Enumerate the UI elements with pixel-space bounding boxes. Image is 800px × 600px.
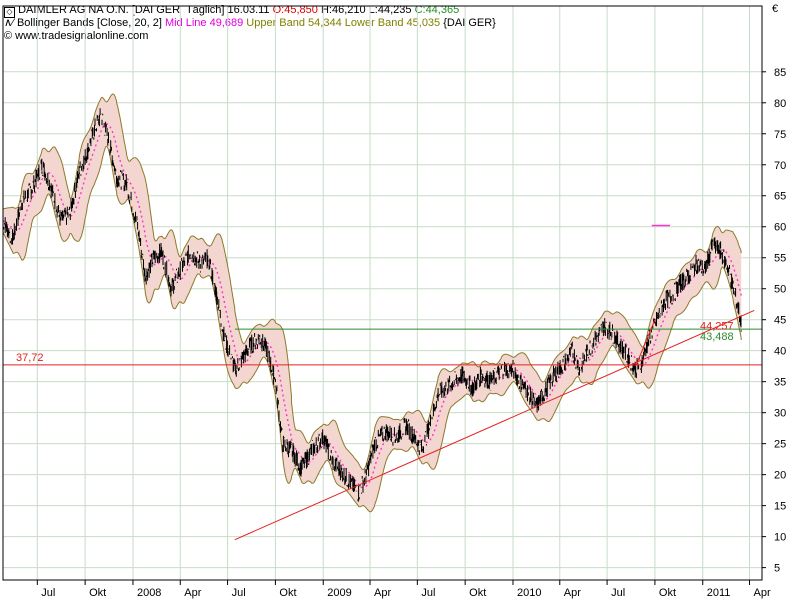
y-tick-label: 10 — [774, 532, 786, 544]
y-tick-label: 25 — [774, 439, 786, 451]
y-tick-label: 65 — [774, 191, 786, 203]
y-tick-label: 50 — [774, 284, 786, 296]
quote-close: C:44,365 — [414, 4, 460, 16]
trend-line[interactable] — [234, 309, 755, 541]
quote-low: L:44,235 — [368, 4, 412, 16]
chart-header-line1: ◇ DAIMLER AG NA O.N. [DAI GER Täglich] 1… — [4, 4, 459, 18]
plot-frame — [2, 5, 763, 581]
y-tick-label: 70 — [774, 160, 786, 172]
chart-header-line2: ∧∕ Bollinger Bands [Close, 20, 2] Mid Li… — [4, 17, 496, 30]
x-tick-label: Jul — [41, 587, 55, 599]
y-tick-label: 20 — [774, 470, 786, 482]
y-tick-label: 45 — [774, 315, 786, 327]
x-tick-label: 2009 — [327, 587, 351, 599]
indicator-icon[interactable]: ∧∕ — [4, 17, 14, 29]
support-line-37-72-label: 37,72 — [16, 352, 44, 364]
trend-line[interactable] — [635, 319, 656, 367]
x-tick-label: 2008 — [137, 587, 161, 599]
x-tick-label: Okt — [469, 587, 486, 599]
x-tick-label: Okt — [279, 587, 296, 599]
lower-band-line — [2, 145, 742, 513]
y-tick-label: 60 — [774, 222, 786, 234]
last-value-label: 44,257 — [700, 320, 734, 332]
x-tick-label: Apr — [564, 587, 581, 599]
x-tick-label: Jul — [611, 587, 625, 599]
y-tick-label: 30 — [774, 408, 786, 420]
x-tick-label: 2010 — [517, 587, 541, 599]
upper-band-value: Upper Band 54,344 — [246, 17, 342, 29]
y-tick-label: 80 — [774, 98, 786, 110]
y-tick-label: 15 — [774, 501, 786, 513]
horizontal-line-43-488-label: 43,488 — [700, 331, 734, 343]
source-label: www.tradesignalonline.com — [15, 30, 149, 42]
lower-band-value: Lower Band 45,035 — [344, 17, 441, 29]
quote-high: H:46,210 — [320, 4, 366, 16]
y-tick-label: 85 — [774, 67, 786, 79]
mid-line-value: Mid Line 49,689 — [164, 17, 244, 29]
quote-open: O:45,850 — [272, 4, 318, 16]
upper-band-line — [2, 93, 742, 471]
y-tick-label: 5 — [774, 563, 780, 575]
symbol-label: DAIMLER AG NA O.N. [DAI GER Täglich] — [18, 4, 225, 16]
indicator-suffix: {DAI GER} — [443, 17, 496, 29]
currency-label: € — [772, 3, 779, 15]
indicator-label: Bollinger Bands [Close, 20, 2] — [16, 17, 162, 29]
copyright-icon: © — [4, 30, 13, 42]
quote-date: 16.03.11 — [227, 4, 270, 16]
x-tick-label: Jul — [232, 587, 246, 599]
x-tick-label: Jul — [421, 587, 435, 599]
y-tick-label: 75 — [774, 129, 786, 141]
x-tick-label: Okt — [89, 587, 106, 599]
x-tick-label: Okt — [659, 587, 676, 599]
y-tick-label: 35 — [774, 377, 786, 389]
chart-type-icon[interactable]: ◇ — [4, 7, 15, 18]
chart-header-line3: © www.tradesignalonline.com — [4, 30, 148, 43]
x-tick-label: 2011 — [707, 587, 731, 599]
y-tick-label: 40 — [774, 346, 786, 358]
y-tick-label: 55 — [774, 253, 786, 265]
x-tick-label: Apr — [374, 587, 391, 599]
bollinger-band-fill — [3, 94, 742, 512]
x-tick-label: Apr — [184, 587, 201, 599]
x-tick-label: Apr — [754, 587, 771, 599]
